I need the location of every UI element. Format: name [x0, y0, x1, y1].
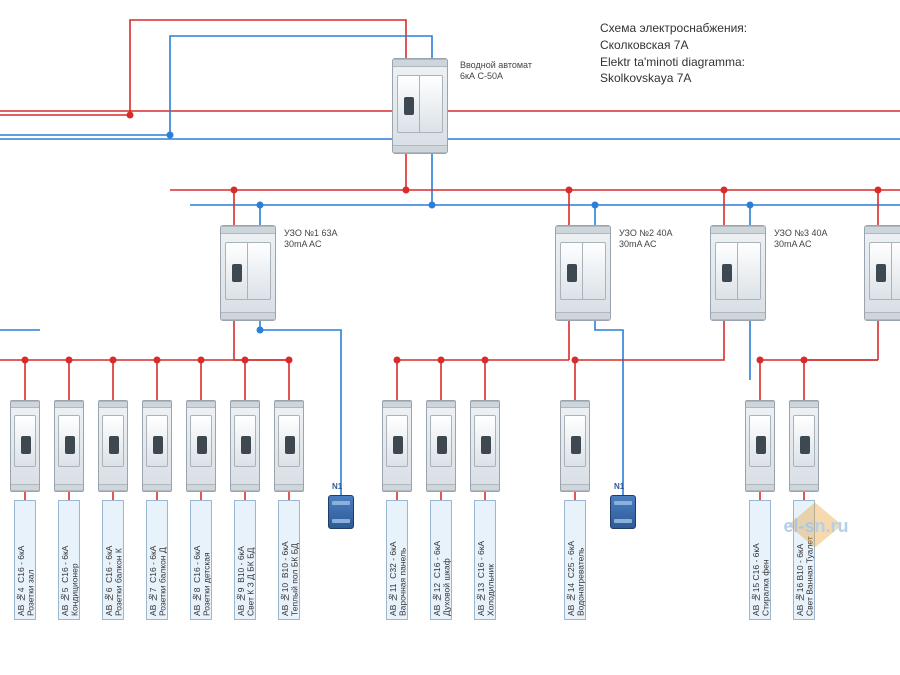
breaker-b16 — [789, 400, 819, 492]
rcd-3 — [710, 225, 766, 321]
breaker-b9 — [230, 400, 260, 492]
breaker-b10 — [274, 400, 304, 492]
breaker-tag-b15: АВ №15 С16 - 6кА Стиралка фен — [749, 500, 771, 620]
breaker-tag-b8: АВ №8 С16 - 6кА Розетки детская — [190, 500, 212, 620]
diagram-title: Схема электроснабжения: Сколковская 7А E… — [600, 20, 747, 87]
breaker-b15 — [745, 400, 775, 492]
breaker-b6 — [98, 400, 128, 492]
rcd-1-label: УЗО №1 63A 30mA AC — [284, 228, 338, 250]
neutral-bar-label-n2: N1 — [614, 482, 624, 491]
breaker-tag-b9: АВ №9 В10 - 6кА Свет К З Д БК БД — [234, 500, 256, 620]
rcd-1 — [220, 225, 276, 321]
breaker-tag-b7: АВ №7 С16 - 6кА Розетки балкон Д — [146, 500, 168, 620]
breaker-tag-b5: АВ №5 С16 - 6кА Кондиционер — [58, 500, 80, 620]
breaker-tag-b4: АВ №4 С16 - 6кА Розетки зал — [14, 500, 36, 620]
breaker-tag-b12: АВ №12 С16 - 6кА Духовой шкаф — [430, 500, 452, 620]
rcd-4 — [864, 225, 900, 321]
breaker-b12 — [426, 400, 456, 492]
title-line4: Skolkovskaya 7A — [600, 70, 747, 87]
title-line1: Схема электроснабжения: — [600, 20, 747, 37]
title-line2: Сколковская 7А — [600, 37, 747, 54]
breaker-tag-b11: АВ №11 С32 - 6кА Варочная панель — [386, 500, 408, 620]
breaker-tag-b14: АВ №14 С25 - 6кА Водонагреватель — [564, 500, 586, 620]
breaker-b14 — [560, 400, 590, 492]
watermark-logo: el-sn.ru — [770, 495, 860, 555]
breaker-tag-b13: АВ №13 С16 - 6кА Холодильник — [474, 500, 496, 620]
rcd-2-label: УЗО №2 40A 30mA AC — [619, 228, 673, 250]
breaker-tag-b10: АВ №10 В10 - 6кА Теплый пол БК БД — [278, 500, 300, 620]
breaker-b4 — [10, 400, 40, 492]
main-breaker — [392, 58, 448, 154]
breaker-b5 — [54, 400, 84, 492]
rcd-3-label: УЗО №3 40A 30mA AC — [774, 228, 828, 250]
main-breaker-label: Вводной автомат 6кА C-50A — [460, 60, 532, 82]
breaker-b11 — [382, 400, 412, 492]
breaker-b8 — [186, 400, 216, 492]
breaker-tag-b16: АВ №16 В10 - 6кА Свет Ванная Туалет — [793, 500, 815, 620]
title-line3: Elektr ta'minoti diagramma: — [600, 54, 747, 71]
breaker-b7 — [142, 400, 172, 492]
neutral-bar-n2 — [610, 495, 636, 529]
neutral-bar-n1 — [328, 495, 354, 529]
rcd-2 — [555, 225, 611, 321]
neutral-bar-label-n1: N1 — [332, 482, 342, 491]
breaker-tag-b6: АВ №6 С16 - 6кА Розетки балкон К — [102, 500, 124, 620]
breaker-b13 — [470, 400, 500, 492]
